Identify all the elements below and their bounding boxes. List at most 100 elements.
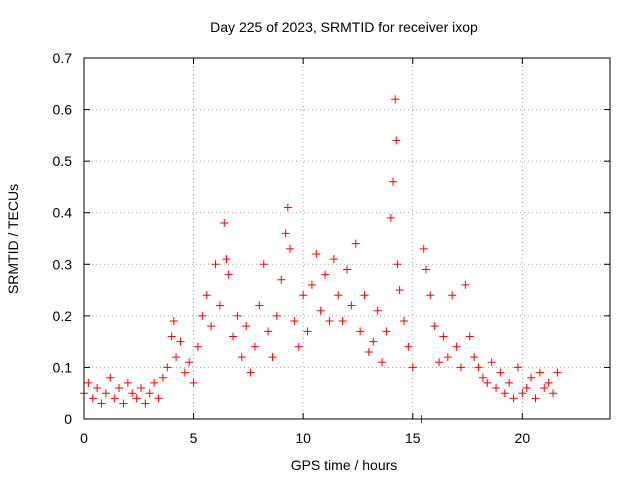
data-point [338, 317, 347, 326]
data-point [360, 291, 369, 300]
data-point [224, 270, 233, 279]
data-point [389, 177, 398, 186]
grid-lines [84, 58, 610, 419]
data-point [347, 301, 356, 310]
y-tick-label: 0.7 [53, 50, 73, 66]
data-point [132, 394, 141, 403]
data-point [110, 394, 119, 403]
data-point [250, 342, 259, 351]
data-point [264, 327, 273, 336]
data-point [88, 394, 97, 403]
data-point [128, 389, 137, 398]
data-point [325, 317, 334, 326]
data-point [286, 244, 295, 253]
data-point [233, 311, 242, 320]
data-point [492, 384, 501, 393]
data-point [487, 358, 496, 367]
data-point [373, 306, 382, 315]
data-point [211, 260, 220, 269]
x-tick-label: 15 [405, 430, 421, 446]
data-point [395, 286, 404, 295]
data-point [290, 317, 299, 326]
data-point [435, 358, 444, 367]
chart-title: Day 225 of 2023, SRMTID for receiver ixo… [210, 19, 478, 35]
data-point [136, 384, 145, 393]
data-point [198, 311, 207, 320]
data-point [343, 265, 351, 274]
y-tick-label: 0.6 [53, 102, 73, 118]
data-point [255, 301, 264, 310]
data-point [540, 384, 549, 393]
data-point [246, 368, 255, 377]
data-point [222, 255, 231, 264]
data-point [172, 353, 181, 362]
data-point [106, 373, 115, 382]
data-point [448, 291, 457, 300]
data-point [272, 311, 281, 320]
y-tick-label: 0.2 [53, 308, 73, 324]
data-point [334, 291, 343, 300]
data-point [399, 317, 408, 326]
data-point [303, 327, 312, 336]
data-point [299, 291, 308, 300]
data-point [378, 358, 387, 367]
data-point [465, 332, 474, 341]
y-tick-label: 0.3 [53, 256, 73, 272]
data-point [169, 317, 178, 326]
data-point [461, 280, 470, 289]
data-point [456, 363, 465, 372]
data-point [237, 353, 246, 362]
data-point [167, 332, 176, 341]
data-point [430, 322, 439, 331]
data-point [443, 353, 452, 362]
data-point [176, 337, 185, 346]
data-point [509, 394, 518, 403]
data-point [312, 249, 321, 258]
data-point [408, 363, 417, 372]
y-tick-label: 0 [64, 411, 72, 427]
data-point [426, 291, 435, 300]
y-tick-label: 0.5 [53, 153, 73, 169]
data-point [452, 342, 461, 351]
data-point [329, 255, 338, 264]
data-point [535, 368, 544, 377]
data-point [259, 260, 268, 269]
data-point [474, 363, 483, 372]
data-point [419, 244, 428, 253]
data-point [220, 219, 229, 228]
data-point [321, 270, 330, 279]
axis-ticks: 0 0.1 0.2 0.3 0.4 0.5 0.6 0.7 0 5 10 15 20 [53, 50, 610, 446]
x-tick-label: 5 [190, 430, 198, 446]
data-point [421, 265, 430, 274]
data-point [180, 368, 189, 377]
data-point [119, 399, 128, 408]
data-point [369, 337, 378, 346]
data-point [531, 394, 540, 403]
x-axis-label: GPS time / hours [291, 457, 398, 473]
data-point [316, 306, 325, 315]
y-tick-label: 0.4 [53, 205, 73, 221]
x-tick-label: 20 [515, 430, 531, 446]
data-point [163, 363, 172, 372]
data-point [207, 322, 216, 331]
data-point [93, 384, 102, 393]
data-point [439, 332, 448, 341]
data-point [242, 322, 251, 331]
data-point [123, 378, 132, 387]
y-axis-label: SRMTID / TECUs [5, 184, 21, 294]
data-point [185, 358, 194, 367]
data-point [158, 373, 167, 382]
data-point [268, 353, 277, 362]
data-point [97, 399, 106, 408]
data-point [356, 327, 365, 336]
data-point [393, 260, 402, 269]
data-point [215, 301, 224, 310]
data-point [496, 368, 505, 377]
data-point [101, 389, 110, 398]
data-point [229, 332, 238, 341]
data-point [307, 280, 316, 289]
x-tick-label: 0 [80, 430, 88, 446]
data-point [549, 389, 558, 398]
data-point [544, 378, 553, 387]
